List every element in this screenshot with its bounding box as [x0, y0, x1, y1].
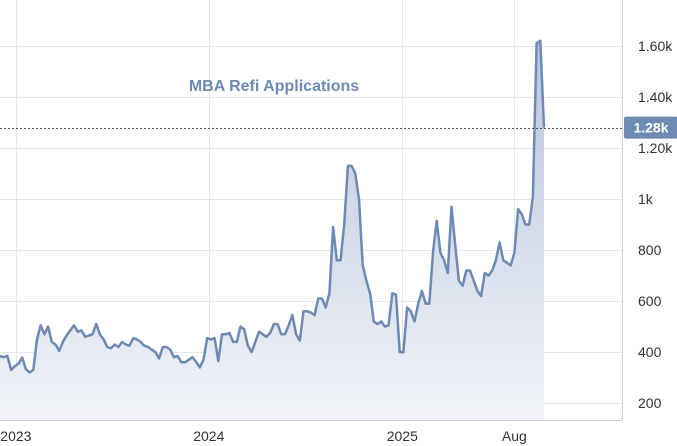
- x-tick-label: 2024: [193, 428, 224, 444]
- y-tick-label: 800: [638, 242, 662, 258]
- series-layer: [0, 39, 546, 420]
- y-tick-label: 1.40k: [638, 89, 673, 105]
- grid-lines: [0, 0, 623, 421]
- y-tick-label: 200: [638, 395, 662, 411]
- series-area: [0, 40, 544, 420]
- y-tick-label: 1k: [638, 191, 654, 207]
- y-axis-labels: 200 400 600 800 1k 1.20k 1.40k 1.60k: [638, 38, 673, 411]
- y-tick-label: 600: [638, 293, 662, 309]
- x-axis-labels: 2023 2024 2025 Aug: [0, 428, 527, 444]
- series-line: [0, 39, 546, 374]
- last-value-badge-background: [624, 116, 677, 139]
- x-tick-label: 2025: [387, 428, 418, 444]
- y-tick-label: 400: [638, 344, 662, 360]
- x-tick-label: 2023: [0, 428, 31, 444]
- chart-title: MBA Refi Applications: [189, 78, 359, 95]
- last-value-label: 1.28k: [633, 120, 668, 136]
- y-tick-label: 1.20k: [638, 140, 673, 156]
- x-tick-label: Aug: [502, 428, 527, 444]
- y-tick-label: 1.60k: [638, 38, 673, 54]
- last-value-badge: 1.28k: [624, 116, 677, 139]
